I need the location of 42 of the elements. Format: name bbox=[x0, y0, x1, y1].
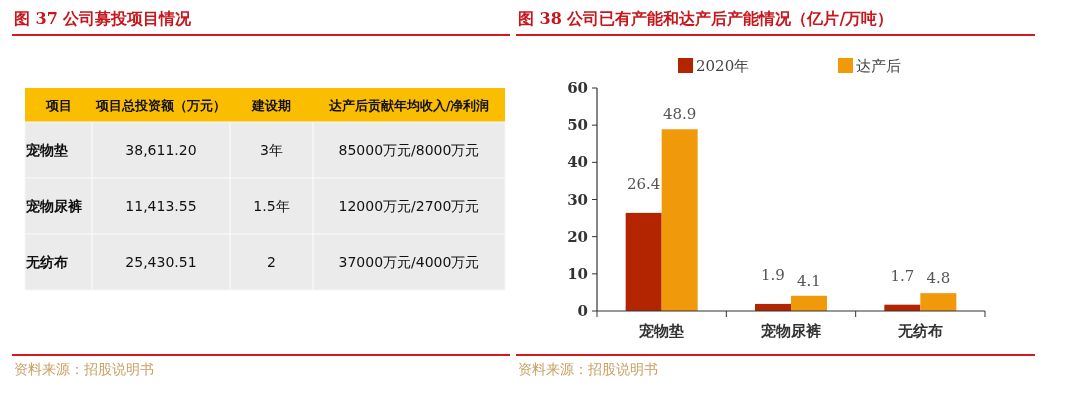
data-label: 4.8 bbox=[926, 269, 951, 288]
text: 资料来源：招股说明书 bbox=[14, 361, 154, 377]
y-tick-label: 30 bbox=[567, 190, 588, 209]
y-tick-label: 10 bbox=[567, 264, 588, 283]
text: 2 bbox=[267, 254, 276, 270]
category-label: 建设期 bbox=[251, 98, 291, 113]
category-label: 达产后贡献年均收入/净利润 bbox=[327, 98, 490, 113]
chart-title: 图 38 公司已有产能和达产后产能情况（亿片/万吨） bbox=[518, 9, 894, 28]
legend-label: 2020年 bbox=[696, 57, 750, 75]
text: 1.5年 bbox=[253, 198, 290, 214]
bar bbox=[625, 212, 662, 311]
text: 资料来源：招股说明书 bbox=[518, 361, 658, 377]
y-tick-label: 50 bbox=[567, 116, 588, 135]
x-tick-label: 宠物尿裤 bbox=[760, 322, 821, 340]
legend-label: 达产后 bbox=[856, 57, 901, 75]
bar bbox=[791, 295, 827, 311]
data-label: 4.1 bbox=[797, 271, 821, 290]
data-label: 1.9 bbox=[761, 265, 785, 284]
x-tick-label: 无纺布 bbox=[896, 322, 943, 340]
x-tick-label: 宠物垫 bbox=[638, 322, 685, 340]
text: 37000万元/4000万元 bbox=[338, 254, 480, 270]
text: 85000万元/8000万元 bbox=[338, 142, 480, 158]
bar bbox=[920, 293, 957, 311]
text: 宠物垫 bbox=[26, 142, 68, 158]
text: 12000万元/2700万元 bbox=[338, 198, 480, 214]
text: 25,430.51 bbox=[125, 254, 197, 270]
text: 无纺布 bbox=[26, 254, 68, 270]
data-label: 26.4 bbox=[626, 174, 661, 193]
data-label: 48.9 bbox=[662, 105, 697, 124]
text: 38,611.20 bbox=[125, 142, 197, 158]
text: 宠物尿裤 bbox=[26, 198, 82, 214]
data-label: 1.7 bbox=[890, 266, 915, 285]
category-label: 项目总投资额（万元） bbox=[95, 98, 226, 113]
y-tick-label: 20 bbox=[567, 227, 588, 246]
bar bbox=[661, 129, 698, 311]
y-tick-label: 60 bbox=[567, 79, 588, 97]
text: 3年 bbox=[260, 142, 283, 158]
text: 11,413.55 bbox=[125, 198, 197, 214]
category-label: 项目 bbox=[44, 98, 72, 113]
text: 图 37 公司募投项目情况 bbox=[14, 9, 193, 28]
y-tick-label: 0 bbox=[577, 302, 588, 320]
y-tick-label: 40 bbox=[567, 153, 588, 172]
